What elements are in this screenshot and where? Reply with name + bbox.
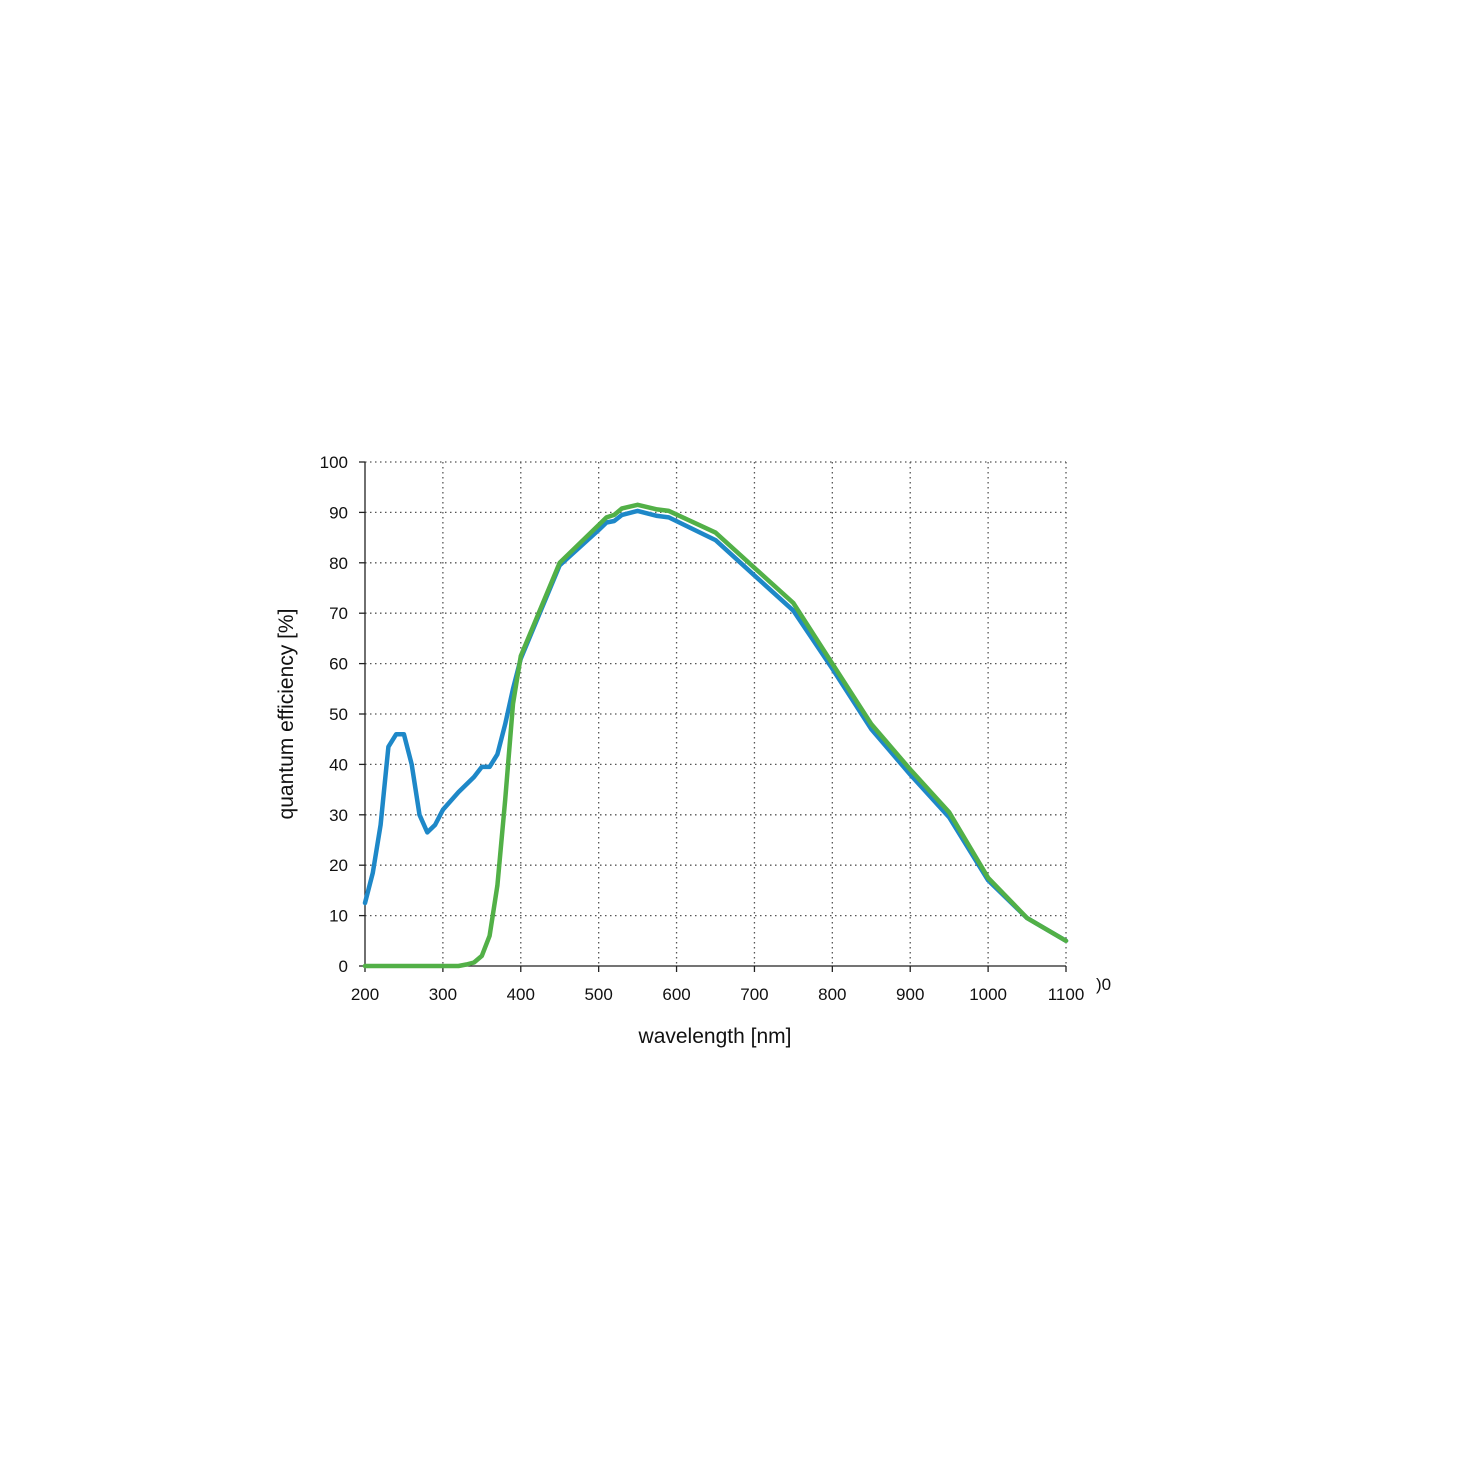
x-tick-label: 400 bbox=[507, 985, 535, 1004]
series-lines bbox=[362, 502, 1069, 969]
x-tick-label: 300 bbox=[429, 985, 457, 1004]
series-line-1 bbox=[362, 508, 1069, 944]
x-tick-label: 700 bbox=[740, 985, 768, 1004]
x-tick-label: 800 bbox=[818, 985, 846, 1004]
y-tick-label: 80 bbox=[329, 554, 348, 573]
x-tick-label: 1100 bbox=[1048, 985, 1085, 1004]
stray-tick-label: )0 bbox=[1096, 975, 1111, 994]
y-tick-label: 90 bbox=[329, 503, 348, 522]
y-axis-title: quantum efficiency [%] bbox=[275, 609, 298, 820]
x-tick-label: 600 bbox=[662, 985, 690, 1004]
y-tick-labels: 0 10 20 30 40 50 60 70 80 90 100 bbox=[320, 453, 348, 976]
y-tick-label: 20 bbox=[329, 856, 348, 875]
x-tick-label: 500 bbox=[584, 985, 612, 1004]
axes bbox=[359, 461, 1067, 972]
y-tick-label: 50 bbox=[329, 705, 348, 724]
x-tick-labels: 200 300 400 500 600 700 800 900 1000 1100 bbox=[351, 985, 1084, 1004]
y-tick-label: 60 bbox=[329, 655, 348, 674]
series-line-2 bbox=[362, 502, 1069, 969]
x-tick-label: 1000 bbox=[969, 985, 1007, 1004]
y-tick-label: 40 bbox=[329, 755, 348, 774]
y-tick-label: 0 bbox=[339, 957, 348, 976]
y-tick-label: 100 bbox=[320, 453, 348, 472]
y-tick-label: 30 bbox=[329, 806, 348, 825]
y-tick-label: 10 bbox=[329, 907, 348, 926]
x-axis-title: wavelength [nm] bbox=[638, 1025, 792, 1048]
x-tick-label: 900 bbox=[896, 985, 924, 1004]
x-tick-label: 200 bbox=[351, 985, 379, 1004]
y-tick-label: 70 bbox=[329, 604, 348, 623]
